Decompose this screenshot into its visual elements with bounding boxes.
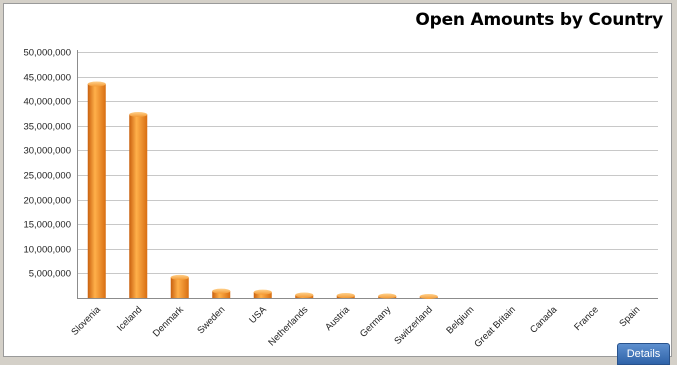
bar-cap (336, 293, 355, 299)
y-tick-label: 10,000,000 (23, 245, 71, 256)
y-tick-label: 20,000,000 (23, 196, 71, 207)
bar-usa (253, 292, 272, 298)
y-tick-label: 5,000,000 (29, 269, 71, 280)
axes (77, 50, 658, 299)
bar-iceland (129, 114, 148, 298)
bar-denmark (170, 277, 189, 298)
details-button[interactable]: Details (617, 343, 670, 365)
bar-cap (170, 274, 189, 280)
x-tick-labels: Slovenia Iceland Denmark Sweden USANetherlan… (69, 304, 642, 350)
bar-cap (87, 81, 106, 87)
x-tick-label: Netherlands (266, 304, 310, 348)
y-tick-label: 35,000,000 (23, 122, 71, 133)
y-tick-label: 40,000,000 (23, 97, 71, 108)
x-tick-label: Great Britain (472, 304, 517, 349)
x-tick-label: Austria (323, 304, 352, 333)
gridlines (77, 52, 658, 274)
bar-cap (129, 111, 148, 117)
x-tick-label: Belgium (444, 304, 476, 336)
bar-slovenia (87, 83, 106, 298)
y-tick-label: 45,000,000 (23, 73, 71, 84)
bar-cap (419, 294, 438, 300)
x-tick-label: Sweden (195, 304, 227, 336)
bar-cap (212, 288, 231, 294)
x-tick-label: USA (247, 304, 269, 326)
x-tick-label: France (572, 304, 601, 333)
x-tick-label: Denmark (151, 304, 186, 339)
bar-cap (378, 293, 397, 299)
y-tick-label: 15,000,000 (23, 220, 71, 231)
y-tick-label: 30,000,000 (23, 146, 71, 157)
bars (87, 81, 438, 300)
x-tick-label: Canada (528, 304, 560, 336)
x-tick-label: Switzerland (392, 304, 435, 347)
y-tick-labels: 5,000,000 10,000,000 15,000,000 20,000,000 2… (23, 48, 71, 280)
chart-title: Open Amounts by Country (415, 10, 663, 30)
bar-cap (253, 289, 272, 295)
x-tick-label: Iceland (115, 304, 144, 333)
bar-sweden (212, 291, 231, 298)
x-tick-label: Spain (617, 304, 642, 329)
bar-cap (295, 292, 314, 298)
x-tick-label: Germany (358, 304, 394, 340)
y-tick-label: 25,000,000 (23, 171, 71, 182)
y-tick-label: 50,000,000 (23, 48, 71, 59)
x-tick-label: Slovenia (69, 304, 103, 338)
